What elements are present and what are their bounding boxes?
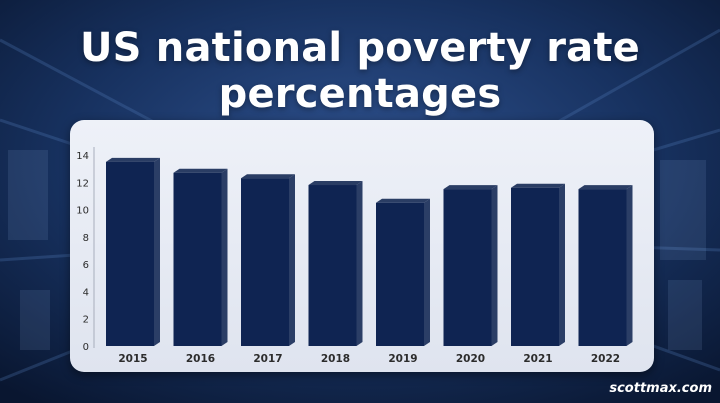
bar-side-2015: [154, 157, 160, 346]
bar-top-2019: [376, 198, 430, 203]
bar-front-2018: [308, 185, 357, 346]
y-tick-label-6: 12: [76, 178, 89, 189]
bar-top-2018: [308, 181, 363, 186]
bar-front-2019: [376, 202, 424, 346]
bar-front-2016: [173, 172, 222, 346]
bar-side-2017: [289, 174, 295, 346]
bar-top-2021: [511, 183, 565, 188]
chart-title-line-2: percentages: [218, 71, 502, 117]
x-tick-label-2016: 2016: [186, 353, 215, 365]
x-tick-label-2015: 2015: [118, 353, 147, 365]
x-tick-label-2017: 2017: [253, 353, 282, 365]
chart-title-line-1: US national poverty rate: [79, 25, 641, 71]
bar-top-2022: [578, 185, 633, 190]
bar-top-2017: [241, 174, 295, 179]
y-tick-label-0: 0: [83, 342, 89, 353]
bar-front-2020: [443, 189, 492, 346]
bar-side-2019: [424, 198, 430, 346]
bar-side-2016: [221, 168, 228, 346]
bar-2020: [443, 185, 498, 346]
bar-top-2016: [173, 168, 228, 173]
bar-side-2020: [491, 185, 498, 346]
bar-side-2021: [559, 183, 565, 346]
y-tick-label-5: 10: [76, 206, 89, 217]
x-tick-label-2019: 2019: [388, 353, 417, 365]
x-tick-label-2020: 2020: [456, 353, 485, 365]
bar-front-2015: [106, 161, 154, 346]
x-tick-label-2022: 2022: [591, 353, 620, 365]
bar-side-2018: [356, 181, 363, 346]
bar-front-2022: [578, 189, 627, 346]
y-tick-label-7: 14: [76, 151, 89, 162]
y-tick-label-4: 8: [83, 233, 89, 244]
bar-2021: [511, 183, 565, 346]
bar-2019: [376, 198, 430, 346]
bar-2015: [106, 157, 160, 346]
watermark-credit: scottmax.com: [609, 381, 712, 396]
bar-2017: [241, 174, 295, 346]
bar-top-2015: [106, 157, 160, 162]
chart-panel: 0 2 4 6 8 10 12 14 2015 2016 2017 2018 2019 2020 2021 2…: [70, 120, 654, 372]
x-tick-label-2018: 2018: [321, 353, 350, 365]
y-tick-label-1: 2: [83, 315, 89, 326]
x-tick-label-2021: 2021: [523, 353, 552, 365]
bar-2022: [578, 185, 633, 346]
bar-2016: [173, 168, 228, 346]
bar-2018: [308, 181, 363, 346]
y-tick-label-3: 6: [83, 260, 89, 271]
bar-front-2017: [241, 178, 289, 346]
bar-front-2021: [511, 187, 559, 346]
bar-side-2022: [626, 185, 633, 346]
bar-top-2020: [443, 185, 498, 190]
bar-chart: 0 2 4 6 8 10 12 14 2015 2016 2017 2018 2019 2020 2021 2…: [76, 147, 633, 365]
y-tick-label-2: 4: [83, 287, 89, 298]
